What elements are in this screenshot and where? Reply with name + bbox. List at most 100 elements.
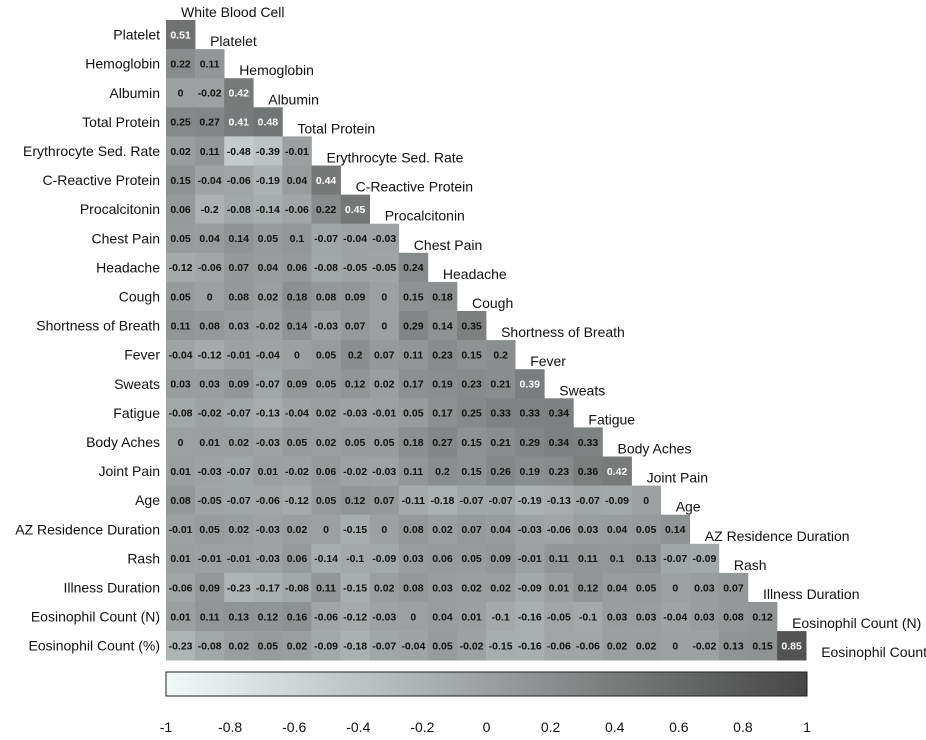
heatmap-cell (195, 194, 225, 224)
cell-value: 0.05 (287, 437, 308, 449)
cell-value: 0 (643, 495, 649, 507)
heatmap-cell (398, 485, 429, 515)
cell-value: -0.05 (372, 262, 396, 274)
cell-value: -0.08 (314, 262, 338, 274)
heatmap-cell (457, 427, 487, 457)
heatmap-cell (515, 398, 545, 428)
heatmap-cell (515, 369, 545, 399)
heatmap-cell (253, 572, 283, 603)
cell-value: -0.06 (547, 524, 571, 536)
cell-value: -0.03 (256, 553, 280, 565)
cell-value: 0.05 (199, 524, 220, 536)
row-label: Fatigue (113, 405, 160, 421)
cell-value: -0.07 (576, 495, 600, 507)
cell-value: 0.08 (403, 582, 424, 594)
cell-value: -0.12 (285, 495, 309, 507)
cell-value: 0.05 (403, 408, 424, 420)
heatmap-cell (340, 485, 370, 515)
cell-value: -0.03 (256, 437, 280, 449)
heatmap-cell (340, 369, 370, 399)
heatmap-cell (457, 602, 487, 632)
cell-value: -0.23 (169, 640, 193, 652)
cell-value: 0.02 (316, 437, 337, 449)
heatmap-cell (398, 398, 429, 428)
cell-value: 0.01 (258, 466, 279, 478)
cell-value: 0.09 (345, 291, 366, 303)
cell-value: 0 (294, 349, 300, 361)
heatmap-cell (398, 456, 429, 486)
heatmap-cell (224, 136, 254, 166)
heatmap-cell (718, 572, 749, 603)
cell-value: 0.14 (229, 233, 250, 245)
color-scale-tick: 0 (483, 719, 491, 735)
cell-value: 0.06 (287, 553, 308, 565)
heatmap-cell (427, 281, 458, 312)
cell-value: -0.07 (663, 553, 687, 565)
cell-value: -0.07 (256, 379, 280, 391)
cell-value: 0.01 (170, 553, 191, 565)
cell-value: -0.01 (518, 553, 542, 565)
heatmap-cell (195, 311, 225, 341)
column-label: Procalcitonin (385, 208, 465, 224)
cell-value: 0.02 (287, 640, 308, 652)
cell-value: 0.34 (549, 408, 570, 420)
cell-value: -0.09 (314, 640, 338, 652)
cell-value: -0.18 (430, 495, 454, 507)
heatmap-cell (718, 631, 749, 661)
cell-value: -0.1 (346, 553, 364, 565)
cell-value: 0.12 (578, 582, 599, 594)
heatmap-cell (224, 456, 254, 486)
heatmap-cell (369, 369, 400, 399)
cell-value: 0 (410, 611, 416, 623)
cell-value: -0.12 (169, 262, 193, 274)
cell-value: -0.03 (198, 466, 222, 478)
cell-value: 0.17 (432, 408, 453, 420)
cell-value: 0.07 (374, 349, 395, 361)
heatmap-cell (224, 485, 254, 515)
row-label: Sweats (114, 376, 160, 392)
cell-value: 0.13 (229, 611, 250, 623)
cell-value: 0.23 (432, 349, 453, 361)
cell-value: 0.03 (636, 611, 657, 623)
cell-value: 0.08 (403, 524, 424, 536)
cell-value: -0.06 (576, 640, 600, 652)
cell-value: 0.02 (607, 640, 628, 652)
heatmap-cell (369, 427, 400, 457)
heatmap-cell (340, 311, 370, 341)
cell-value: 0.08 (199, 320, 220, 332)
cell-value: 0.2 (348, 349, 363, 361)
heatmap-cell (515, 456, 545, 486)
heatmap-cell (311, 398, 341, 428)
column-label: Hemoglobin (239, 62, 314, 78)
cell-value: -0.04 (663, 611, 687, 623)
heatmap-cell (602, 602, 632, 632)
cell-value: -0.02 (198, 408, 222, 420)
heatmap-cell (340, 398, 370, 428)
cell-value: -0.13 (547, 495, 571, 507)
heatmap-cell (602, 631, 632, 661)
heatmap-cell (166, 252, 196, 283)
column-label: Platelet (210, 33, 257, 49)
heatmap-cell (544, 514, 574, 545)
heatmap-cell (398, 427, 429, 457)
heatmap-cell (457, 572, 487, 603)
cell-value: -0.23 (227, 582, 251, 594)
heatmap-cell (777, 631, 807, 661)
cell-value: -0.04 (401, 640, 425, 652)
cell-value: 0.09 (287, 379, 308, 391)
heatmap-cell (369, 514, 400, 545)
heatmap-cell (544, 631, 574, 661)
heatmap-cell (369, 485, 400, 515)
cell-value: 0.02 (461, 582, 482, 594)
color-scale-tick: 0.2 (541, 719, 561, 735)
cell-value: 0.01 (199, 437, 220, 449)
cell-value: 0.85 (781, 640, 802, 652)
column-label: Fatigue (588, 411, 635, 427)
cell-value: 0.03 (432, 582, 453, 594)
cell-value: 0.15 (461, 437, 482, 449)
heatmap-cell (311, 427, 341, 457)
heatmap-cell (398, 340, 429, 370)
cell-value: -0.2 (201, 204, 219, 216)
heatmap-cell (369, 398, 400, 428)
column-label: Chest Pain (414, 237, 482, 253)
